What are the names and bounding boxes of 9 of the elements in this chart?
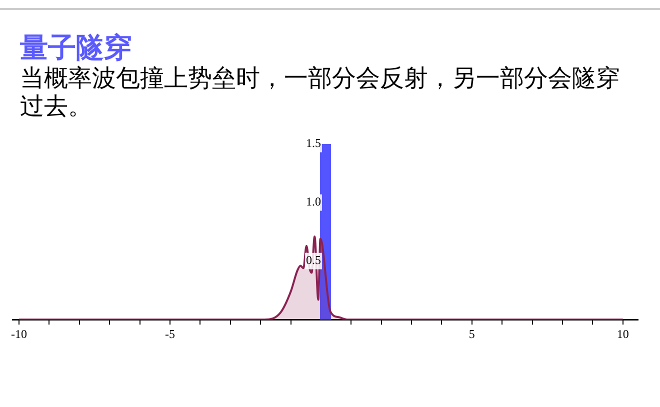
y-tick-label: 1.5 — [306, 136, 321, 150]
x-tick-label: 10 — [616, 326, 629, 341]
y-tick-label: 1.0 — [306, 194, 321, 209]
x-tick-label: -5 — [165, 326, 176, 341]
chart-subtitle: 当概率波包撞上势垒时，一部分会反射，另一部分会隧穿过去。 — [20, 64, 621, 120]
chart-title: 量子隧穿 — [20, 31, 133, 64]
x-tick-label: -10 — [11, 326, 28, 341]
x-tick-label: 5 — [468, 326, 475, 341]
y-tick-label: 0.5 — [306, 253, 321, 268]
